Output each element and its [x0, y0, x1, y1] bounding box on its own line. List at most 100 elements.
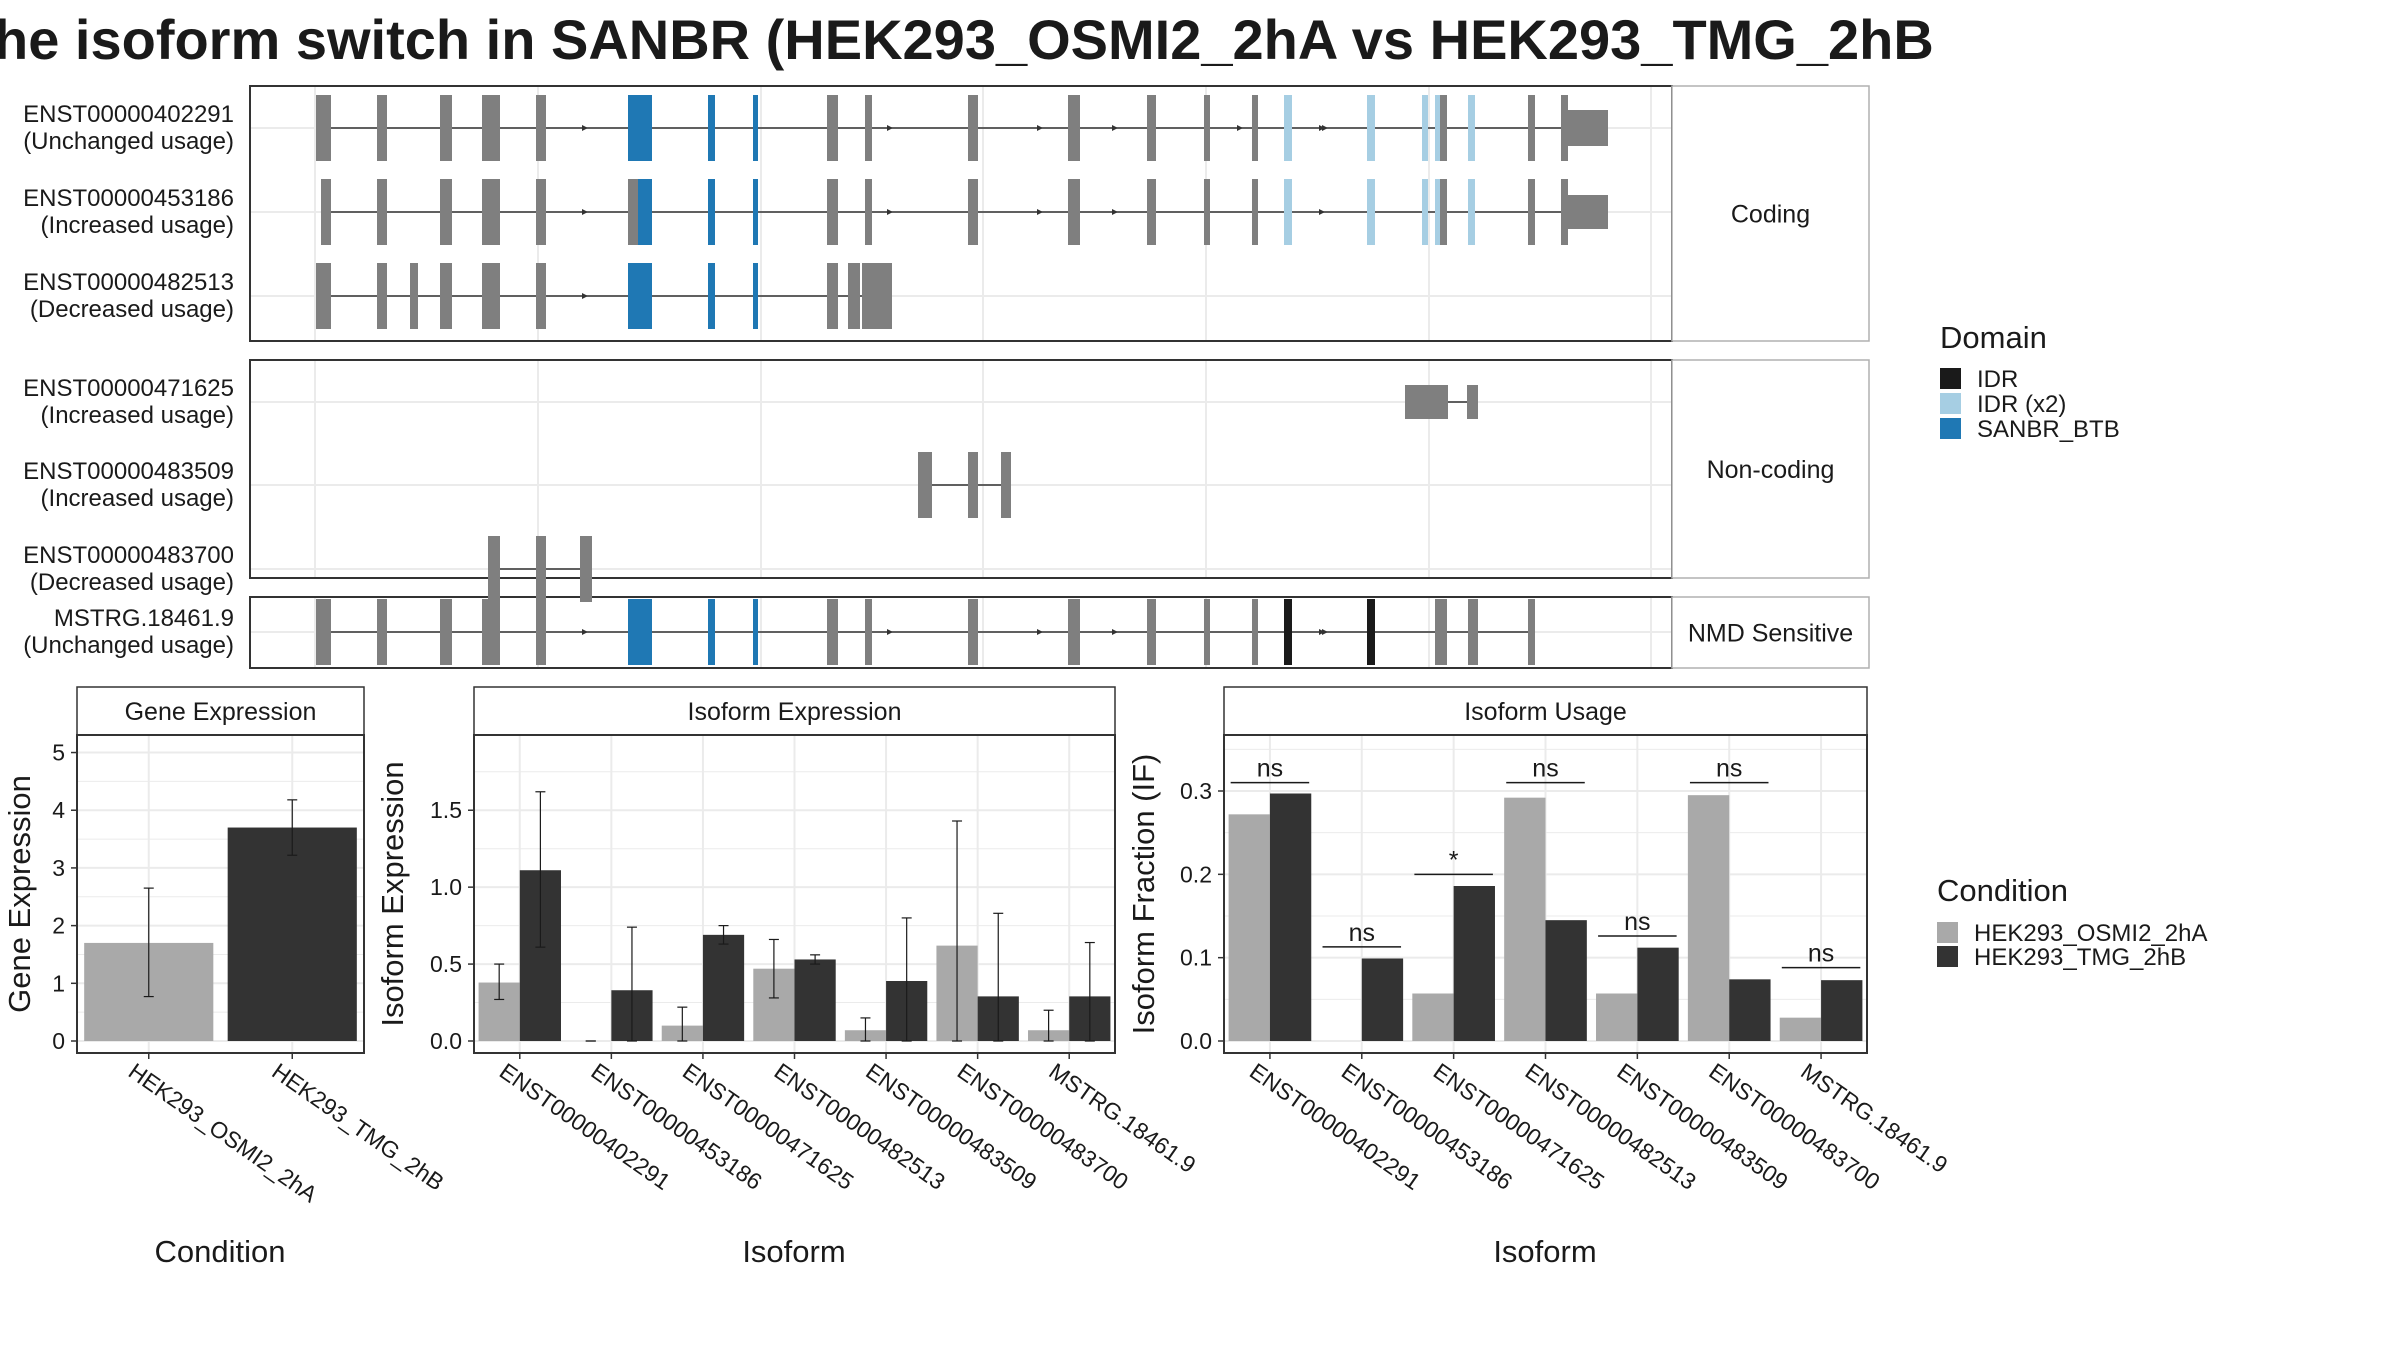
error-bar [494, 963, 505, 1001]
exon [377, 263, 387, 329]
strand-arrow [1322, 629, 1328, 635]
error-bar [1084, 941, 1095, 1042]
panel-strip [473, 686, 1116, 736]
strand-arrow [1037, 629, 1043, 635]
panel-border [249, 85, 1673, 342]
domain-legend-label-sanbr-btb: SANBR_BTB [1977, 416, 2120, 443]
transcript-usage-label: (Unchanged usage) [23, 128, 234, 155]
x-tick-label: MSTRG.18461.9 [1796, 1058, 1952, 1178]
bar [1729, 979, 1771, 1041]
figure-title: he isoform switch in SANBR (HEK293_OSMI2… [0, 8, 1934, 71]
significance-label: * [1449, 846, 1459, 874]
exon [440, 599, 452, 665]
exon [316, 263, 331, 329]
transcript-enst00000483700 [488, 536, 592, 602]
isoform-usage-chart: Isoform Usage 0.0 0.1 0.2 0.3 ns ENST000004022… [1126, 686, 1952, 1269]
y-tick-label: 1 [52, 970, 65, 996]
domain-region [1468, 179, 1475, 245]
bar [1269, 793, 1312, 1041]
bar [1596, 993, 1638, 1041]
strand-arrow [1112, 629, 1118, 635]
exon [440, 179, 452, 245]
domain-region [753, 95, 758, 161]
bar [1504, 797, 1546, 1041]
transcript-usage-label: (Unchanged usage) [23, 632, 234, 659]
y-tick-label: 1.5 [430, 797, 462, 823]
transcript-id-label: ENST00000402291 [23, 101, 234, 128]
transcript-enst00000453186 [321, 179, 1608, 245]
y-tick-label: 0.0 [1180, 1028, 1212, 1054]
y-axis-title: Isoform Fraction (IF) [1126, 754, 1161, 1035]
error-bar [952, 820, 963, 1042]
exon [968, 179, 978, 245]
exon [1204, 95, 1210, 161]
transcript-enst00000482513 [316, 263, 892, 329]
error-bar [810, 954, 821, 965]
exon [1252, 599, 1258, 665]
facet-strip [1671, 359, 1870, 579]
transcript-usage-label: (Decreased usage) [30, 569, 234, 596]
y-tick-label: 3 [52, 855, 65, 881]
x-tick-label: ENST00000471625 [1429, 1058, 1609, 1195]
exon [827, 263, 838, 329]
y-tick-label: 4 [52, 797, 65, 823]
condition-legend-title: Condition [1937, 873, 2068, 908]
exon [482, 263, 500, 329]
x-tick-label: ENST00000483509 [861, 1058, 1041, 1195]
exon [1204, 599, 1210, 665]
domain-region [708, 599, 715, 665]
panel-strip [1223, 686, 1868, 736]
domain-legend: Domain IDR IDR (x2) SANBR_BTB [1940, 320, 2120, 443]
y-tick-label: 0.0 [430, 1028, 462, 1054]
exon [827, 599, 838, 665]
exon [440, 95, 452, 161]
facet-strip-label: Coding [1731, 201, 1810, 229]
exon [321, 179, 331, 245]
exon [1147, 179, 1156, 245]
facet-strip-label: NMD Sensitive [1688, 620, 1853, 648]
x-tick-label: ENST00000453186 [586, 1058, 766, 1195]
transcript-id-label: ENST00000471625 [23, 375, 234, 402]
exon [316, 95, 331, 161]
error-bar [287, 799, 298, 856]
chart-title: Gene Expression [125, 698, 317, 726]
bar [1637, 947, 1679, 1041]
strand-arrow [887, 209, 893, 215]
strand-arrow [1112, 209, 1118, 215]
exon [1467, 385, 1478, 419]
x-tick-label: ENST00000483700 [1704, 1058, 1884, 1195]
error-bar [1043, 1009, 1054, 1042]
domain-region [708, 263, 715, 329]
transcript-id-label: MSTRG.18461.9 [54, 605, 234, 632]
isoform-expression-chart: Isoform Expression 0.0 0.5 1.0 1.5 ENST000004… [375, 686, 1201, 1269]
facet-strip-label: Non-coding [1707, 456, 1835, 484]
condition-legend-key-tmg [1937, 946, 1958, 967]
error-bar [993, 912, 1004, 1042]
exon [1405, 385, 1448, 419]
exon [968, 452, 978, 518]
panel-border [473, 734, 1116, 1054]
significance-label: ns [1624, 908, 1650, 936]
strand-arrow [582, 209, 588, 215]
x-tick-label: ENST00000402291 [495, 1058, 675, 1195]
exon [862, 263, 892, 329]
transcript-usage-label: (Increased usage) [41, 212, 234, 239]
exon [377, 599, 387, 665]
condition-legend-key-osmi2 [1937, 922, 1958, 943]
condition-legend: Condition HEK293_OSMI2_2hA HEK293_TMG_2h… [1937, 873, 2207, 971]
exon [410, 263, 418, 329]
facet-strip [1671, 85, 1870, 342]
domain-region [628, 263, 652, 329]
x-tick-label: ENST00000482513 [1521, 1058, 1701, 1195]
domain-region [1284, 599, 1292, 665]
exon [1204, 179, 1210, 245]
y-axis-title: Isoform Expression [375, 761, 410, 1026]
domain-region [1435, 179, 1440, 245]
exon [1068, 599, 1080, 665]
y-tick-label: 5 [52, 740, 65, 766]
domain-region [708, 95, 715, 161]
exon [865, 179, 872, 245]
bar [1821, 980, 1863, 1041]
bar [1687, 795, 1730, 1041]
transcript-mstrg-18461-9 [316, 599, 1535, 665]
